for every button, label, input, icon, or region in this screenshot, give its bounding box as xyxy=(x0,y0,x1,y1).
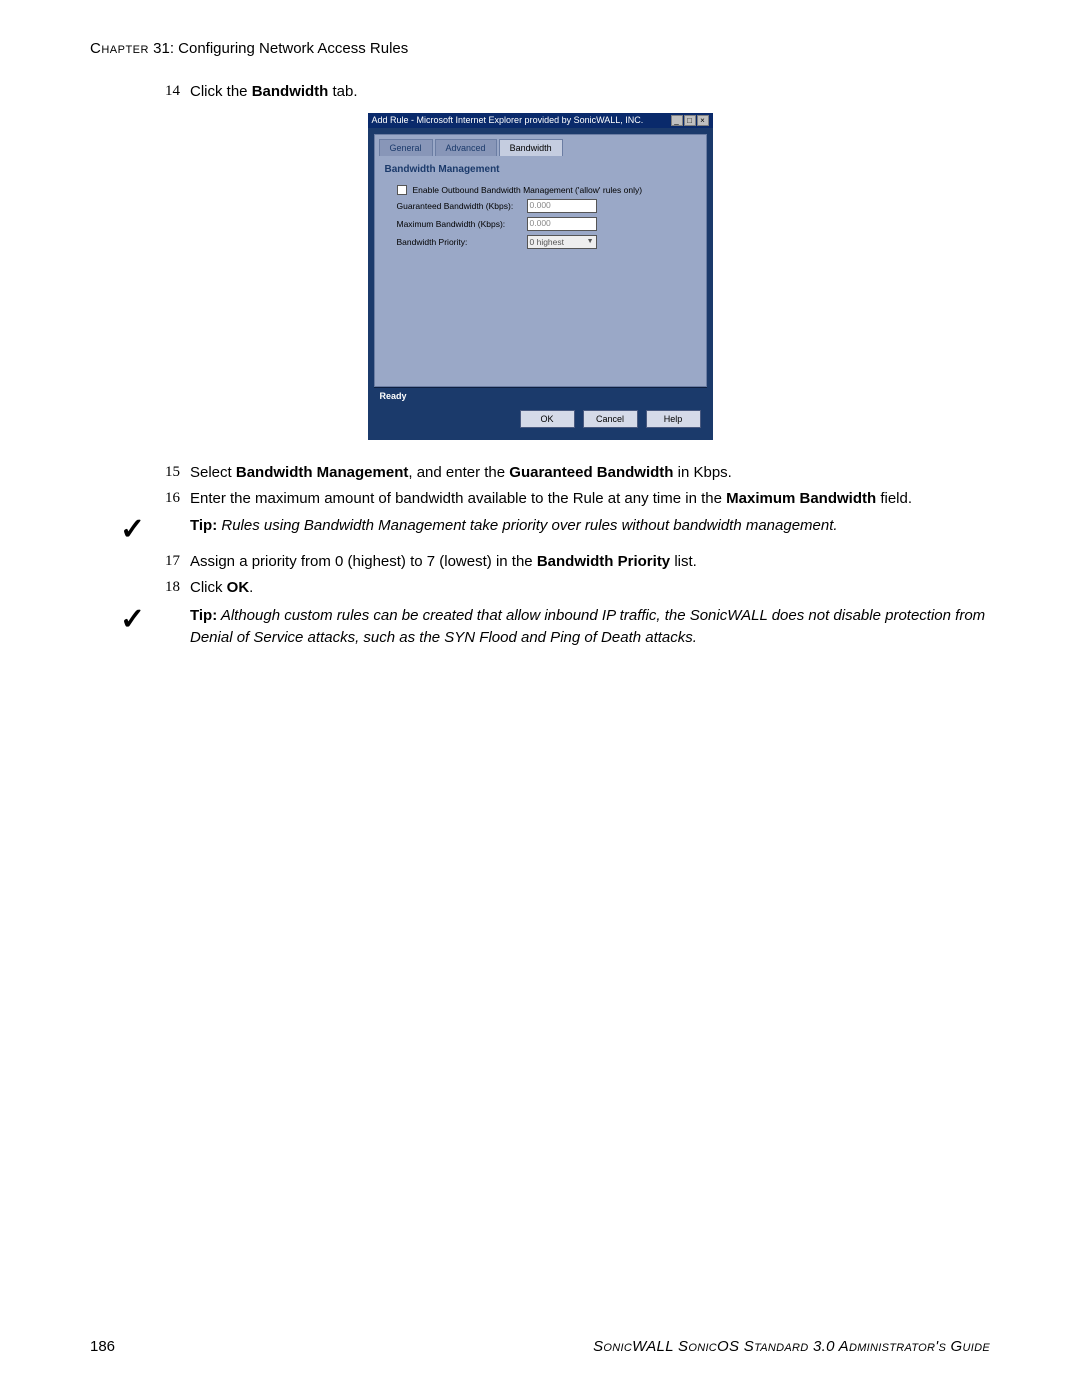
status-bar: Ready xyxy=(374,387,707,404)
tab-bandwidth[interactable]: Bandwidth xyxy=(499,139,563,156)
tip-label: Tip: xyxy=(190,517,217,534)
priority-label: Bandwidth Priority: xyxy=(397,237,527,247)
step-number: 18 xyxy=(162,577,190,599)
maximum-input[interactable]: 0.000 xyxy=(527,217,597,231)
tip-text: Although custom rules can be created tha… xyxy=(190,607,985,646)
text: Click the xyxy=(190,83,252,100)
dialog-screenshot: Add Rule - Microsoft Internet Explorer p… xyxy=(368,113,713,440)
ok-button[interactable]: OK xyxy=(520,410,575,428)
page-footer: 186 SonicWALL SonicOS Standard 3.0 Admin… xyxy=(90,1338,990,1355)
enable-checkbox[interactable] xyxy=(397,185,407,195)
checkmark-icon: ✓ xyxy=(120,605,162,649)
tip-label: Tip: xyxy=(190,607,217,624)
bold-text: Guaranteed Bandwidth xyxy=(509,464,673,481)
bold-text: Bandwidth xyxy=(252,83,329,100)
text: Click xyxy=(190,579,227,596)
tip-1: ✓ Tip: Rules using Bandwidth Management … xyxy=(120,515,990,545)
step-17: 17 Assign a priority from 0 (highest) to… xyxy=(162,551,990,573)
bold-text: Maximum Bandwidth xyxy=(726,490,876,507)
text: Select xyxy=(190,464,236,481)
step-14: 14 Click the Bandwidth tab. xyxy=(162,81,990,103)
chapter-title: : Configuring Network Access Rules xyxy=(170,40,408,57)
cancel-button[interactable]: Cancel xyxy=(583,410,638,428)
text: list. xyxy=(670,553,697,570)
maximum-label: Maximum Bandwidth (Kbps): xyxy=(397,219,527,229)
tab-general[interactable]: General xyxy=(379,139,433,156)
step-number: 17 xyxy=(162,551,190,573)
step-number: 16 xyxy=(162,488,190,510)
text: . xyxy=(249,579,253,596)
dialog-tabs: General Advanced Bandwidth xyxy=(375,135,706,156)
text: Enter the maximum amount of bandwidth av… xyxy=(190,490,726,507)
help-button[interactable]: Help xyxy=(646,410,701,428)
tip-2: ✓ Tip: Although custom rules can be crea… xyxy=(120,605,990,649)
text: , and enter the xyxy=(408,464,509,481)
step-number: 15 xyxy=(162,462,190,484)
text: field. xyxy=(876,490,912,507)
guaranteed-input[interactable]: 0.000 xyxy=(527,199,597,213)
checkmark-icon: ✓ xyxy=(120,515,162,545)
section-title: Bandwidth Management xyxy=(385,164,696,175)
dialog-title: Add Rule - Microsoft Internet Explorer p… xyxy=(372,115,644,125)
text: Assign a priority from 0 (highest) to 7 … xyxy=(190,553,537,570)
text: tab. xyxy=(328,83,357,100)
close-icon[interactable]: × xyxy=(697,115,709,126)
maximize-icon[interactable]: □ xyxy=(684,115,696,126)
chevron-down-icon: ▼ xyxy=(587,238,594,245)
chapter-label: Chapter xyxy=(90,40,149,57)
text: in Kbps. xyxy=(673,464,731,481)
step-18: 18 Click OK. xyxy=(162,577,990,599)
bold-text: Bandwidth Priority xyxy=(537,553,670,570)
step-15: 15 Select Bandwidth Management, and ente… xyxy=(162,462,990,484)
enable-label: Enable Outbound Bandwidth Management ('a… xyxy=(413,185,643,195)
guide-title: SonicWALL SonicOS Standard 3.0 Administr… xyxy=(593,1338,990,1355)
chapter-number: 31 xyxy=(153,40,170,57)
priority-select[interactable]: 0 highest ▼ xyxy=(527,235,597,249)
tab-advanced[interactable]: Advanced xyxy=(435,139,497,156)
bold-text: OK xyxy=(227,579,250,596)
step-number: 14 xyxy=(162,81,190,103)
step-16: 16 Enter the maximum amount of bandwidth… xyxy=(162,488,990,510)
dialog-titlebar: Add Rule - Microsoft Internet Explorer p… xyxy=(368,113,713,128)
guaranteed-label: Guaranteed Bandwidth (Kbps): xyxy=(397,201,527,211)
minimize-icon[interactable]: _ xyxy=(671,115,683,126)
page-number: 186 xyxy=(90,1338,115,1355)
tip-text: Rules using Bandwidth Management take pr… xyxy=(217,517,837,534)
priority-value: 0 highest xyxy=(530,237,565,247)
bold-text: Bandwidth Management xyxy=(236,464,409,481)
chapter-header: Chapter 31: Configuring Network Access R… xyxy=(90,40,990,57)
